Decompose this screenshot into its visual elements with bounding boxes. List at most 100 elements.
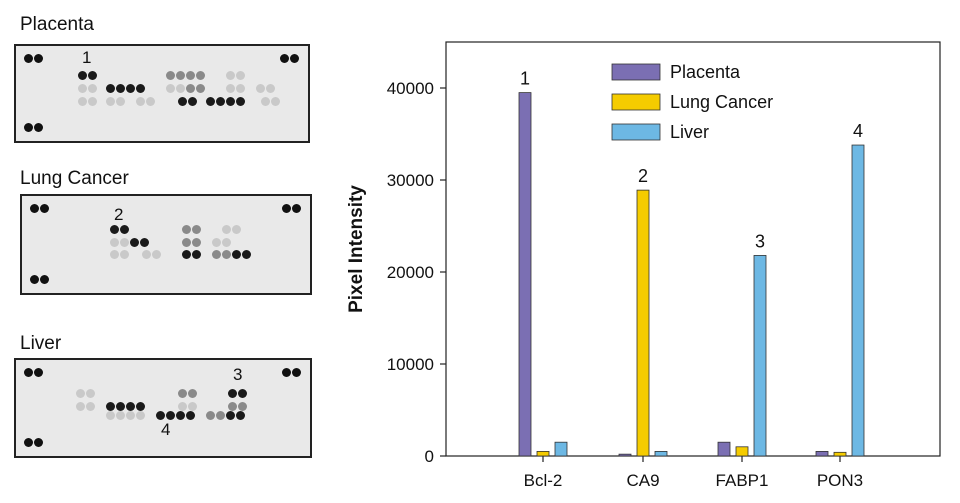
liver-marker-label-4: 4: [161, 420, 171, 439]
array-spot: [126, 411, 135, 420]
array-spot: [178, 389, 187, 398]
array-spot: [186, 411, 195, 420]
bar-annotation: 2: [638, 166, 648, 186]
array-spot: [188, 402, 197, 411]
array-spot: [140, 238, 149, 247]
array-spot: [106, 97, 115, 106]
array-spot: [152, 250, 161, 259]
array-spot: [24, 54, 33, 63]
bar-chart: 0 10000 20000 30000 40000 Pixel Intensity Bcl-…: [346, 41, 941, 490]
array-spot: [212, 250, 221, 259]
bar: [815, 450, 829, 457]
array-spot: [236, 71, 245, 80]
array-spot: [290, 54, 299, 63]
array-spot: [110, 225, 119, 234]
legend-label: Placenta: [670, 62, 741, 82]
bar: [735, 446, 749, 457]
placenta-marker-label: 1: [82, 48, 92, 67]
array-spot: [116, 84, 125, 93]
array-spot: [292, 204, 301, 213]
array-spot: [206, 97, 215, 106]
array-spot: [136, 411, 145, 420]
array-spot: [292, 368, 301, 377]
array-spot: [24, 438, 33, 447]
array-spot: [188, 389, 197, 398]
array-spot: [24, 123, 33, 132]
array-spot: [110, 250, 119, 259]
bar-annotation: 4: [853, 121, 863, 141]
y-tick-label: 10000: [387, 355, 434, 374]
array-spot: [222, 225, 231, 234]
array-spot: [110, 238, 119, 247]
array-spot: [34, 54, 43, 63]
array-spot: [106, 84, 115, 93]
liver-marker-label-3: 3: [233, 365, 243, 384]
array-spot: [34, 368, 43, 377]
array-spot: [266, 84, 275, 93]
array-spot: [78, 84, 87, 93]
array-spot: [30, 275, 39, 284]
array-spot: [261, 97, 270, 106]
array-spot: [116, 97, 125, 106]
array-spot: [282, 204, 291, 213]
array-spot: [78, 71, 87, 80]
array-spot: [142, 250, 151, 259]
array-spot: [280, 54, 289, 63]
array-spot: [228, 402, 237, 411]
array-spot: [24, 368, 33, 377]
y-tick-label: 30000: [387, 171, 434, 190]
array-spot: [178, 97, 187, 106]
bar: [618, 453, 632, 457]
bar: [536, 450, 550, 457]
array-spot: [86, 402, 95, 411]
lung-cancer-membrane: 2: [20, 194, 312, 295]
x-tick-label: Bcl-2: [524, 471, 563, 490]
bar: [518, 92, 532, 457]
array-spot: [40, 204, 49, 213]
placenta-title: Placenta: [20, 14, 94, 35]
array-spot: [232, 225, 241, 234]
array-spot: [228, 389, 237, 398]
bar: [554, 441, 568, 457]
array-spot: [226, 411, 235, 420]
liver-title: Liver: [20, 333, 62, 354]
bar: [654, 450, 668, 457]
array-spot: [238, 402, 247, 411]
array-spot: [212, 238, 221, 247]
array-spot: [146, 97, 155, 106]
array-spot: [78, 97, 87, 106]
array-spot: [186, 84, 195, 93]
array-spot: [182, 225, 191, 234]
array-spot: [116, 402, 125, 411]
y-tick-label: 20000: [387, 263, 434, 282]
array-spot: [216, 411, 225, 420]
array-spot: [182, 238, 191, 247]
legend-label: Liver: [670, 122, 709, 142]
array-spot: [236, 97, 245, 106]
bar: [717, 441, 731, 457]
lung-cancer-title: Lung Cancer: [20, 168, 129, 189]
array-spot: [126, 402, 135, 411]
bar-annotation: 1: [520, 69, 530, 89]
array-spot: [176, 71, 185, 80]
array-spot: [282, 368, 291, 377]
array-spot: [176, 84, 185, 93]
array-spot: [192, 238, 201, 247]
array-spot: [166, 84, 175, 93]
array-spot: [88, 97, 97, 106]
array-spot: [86, 389, 95, 398]
array-spot: [238, 389, 247, 398]
array-spot: [192, 225, 201, 234]
bar: [636, 189, 650, 457]
x-tick-label: CA9: [626, 471, 659, 490]
array-spot: [222, 238, 231, 247]
array-spot: [182, 250, 191, 259]
array-spot: [116, 411, 125, 420]
liver-membrane: 3 4: [14, 358, 312, 458]
array-spot: [196, 84, 205, 93]
array-spot: [136, 402, 145, 411]
x-tick-label: PON3: [817, 471, 863, 490]
array-spot: [120, 225, 129, 234]
array-spot: [178, 402, 187, 411]
array-spot: [76, 389, 85, 398]
